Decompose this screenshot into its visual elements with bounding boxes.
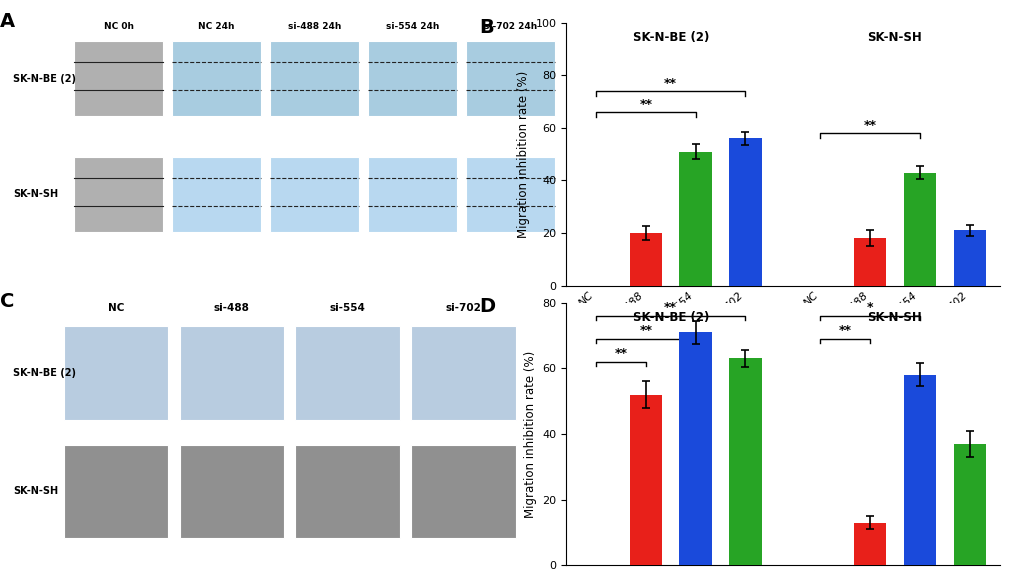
Text: C: C	[0, 292, 14, 311]
Text: **: **	[863, 119, 875, 132]
Text: **: **	[613, 347, 627, 360]
Bar	[729, 138, 761, 286]
Bar	[853, 238, 886, 286]
Text: **: **	[639, 324, 652, 337]
Text: si-554: si-554	[329, 303, 365, 313]
Bar	[953, 230, 985, 286]
FancyBboxPatch shape	[74, 156, 163, 232]
Bar	[903, 375, 935, 565]
FancyBboxPatch shape	[179, 327, 283, 420]
FancyBboxPatch shape	[411, 327, 516, 420]
FancyBboxPatch shape	[465, 156, 554, 232]
Text: B: B	[479, 18, 493, 37]
Text: *: *	[866, 301, 872, 315]
Text: si-702: si-702	[445, 303, 481, 313]
Bar	[629, 395, 661, 565]
FancyBboxPatch shape	[63, 327, 168, 420]
FancyBboxPatch shape	[465, 41, 554, 116]
Text: **: **	[838, 324, 851, 337]
Text: A: A	[0, 12, 15, 31]
Text: SK-N-SH: SK-N-SH	[867, 31, 921, 44]
FancyBboxPatch shape	[269, 156, 359, 232]
Text: NC: NC	[108, 303, 124, 313]
FancyBboxPatch shape	[296, 327, 399, 420]
Text: **: **	[663, 301, 677, 315]
Text: SK-N-BE (2): SK-N-BE (2)	[632, 31, 708, 44]
Bar	[679, 332, 711, 565]
FancyBboxPatch shape	[411, 444, 516, 538]
Text: SK-N-SH: SK-N-SH	[867, 311, 921, 324]
Text: SK-N-BE (2): SK-N-BE (2)	[13, 74, 75, 84]
Bar	[629, 233, 661, 286]
Text: si-554 24h: si-554 24h	[385, 22, 438, 30]
Text: si-488 24h: si-488 24h	[287, 22, 340, 30]
Text: SK-N-BE (2): SK-N-BE (2)	[632, 311, 708, 324]
Bar	[903, 172, 935, 286]
Y-axis label: Migration inhibition rate (%): Migration inhibition rate (%)	[523, 351, 536, 517]
Text: si-488: si-488	[214, 303, 250, 313]
FancyBboxPatch shape	[171, 41, 261, 116]
FancyBboxPatch shape	[171, 156, 261, 232]
Bar	[729, 359, 761, 565]
Y-axis label: Migration inhibition rate (%): Migration inhibition rate (%)	[517, 71, 529, 238]
Text: NC 0h: NC 0h	[104, 22, 133, 30]
Bar	[679, 151, 711, 286]
FancyBboxPatch shape	[74, 41, 163, 116]
Text: **: **	[639, 98, 652, 111]
Text: D: D	[479, 297, 495, 316]
Text: SK-N-SH: SK-N-SH	[13, 486, 58, 497]
Bar	[953, 444, 985, 565]
Text: SK-N-SH: SK-N-SH	[13, 189, 58, 199]
FancyBboxPatch shape	[368, 156, 457, 232]
FancyBboxPatch shape	[269, 41, 359, 116]
FancyBboxPatch shape	[179, 444, 283, 538]
Text: si-702 24h: si-702 24h	[483, 22, 536, 30]
FancyBboxPatch shape	[368, 41, 457, 116]
Text: **: **	[663, 77, 677, 90]
Text: NC 24h: NC 24h	[198, 22, 234, 30]
FancyBboxPatch shape	[296, 444, 399, 538]
Text: SK-N-BE (2): SK-N-BE (2)	[13, 368, 75, 379]
FancyBboxPatch shape	[63, 444, 168, 538]
Bar	[853, 522, 886, 565]
